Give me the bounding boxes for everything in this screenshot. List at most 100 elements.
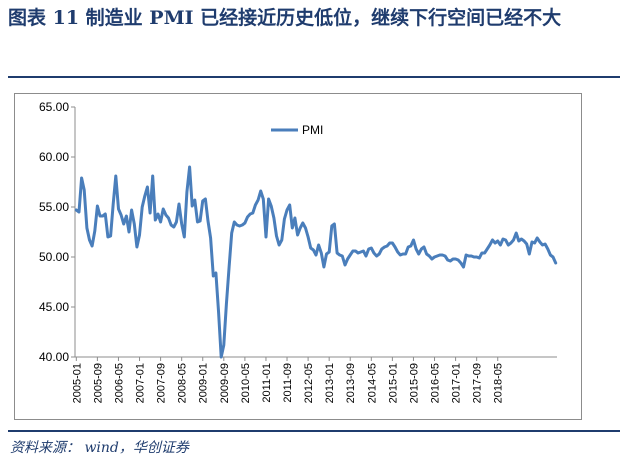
data-point — [555, 262, 557, 264]
data-point — [178, 203, 180, 205]
y-axis: 40.00 45.00 50.00 55.00 60.00 65.00 — [39, 100, 76, 364]
data-point — [260, 190, 262, 192]
data-point — [212, 275, 214, 277]
data-point — [186, 191, 188, 193]
data-point — [354, 250, 357, 252]
data-point — [502, 238, 504, 240]
data-point — [220, 356, 222, 358]
x-tick-label: 2009-09 — [219, 363, 231, 403]
data-point — [512, 239, 515, 241]
data-point — [484, 252, 486, 254]
data-point — [78, 211, 80, 213]
data-point — [462, 266, 465, 268]
data-point — [441, 254, 443, 256]
data-point — [104, 213, 106, 215]
data-point — [294, 217, 296, 219]
data-point — [339, 254, 341, 256]
y-tick-label: 60.00 — [39, 150, 69, 164]
data-point — [439, 254, 441, 256]
title-divider — [8, 76, 620, 78]
data-point — [360, 251, 362, 253]
data-point — [241, 224, 243, 226]
data-point — [165, 214, 167, 216]
y-tick-label: 45.00 — [39, 300, 69, 314]
data-point — [494, 242, 496, 244]
y-tick-label: 65.00 — [39, 100, 69, 114]
data-point — [507, 244, 509, 246]
data-point — [146, 186, 148, 188]
data-point — [444, 255, 446, 257]
data-point — [491, 239, 494, 241]
data-point — [381, 248, 383, 250]
x-tick-label: 2012-05 — [303, 363, 315, 403]
data-point — [331, 225, 333, 227]
data-point — [378, 253, 380, 255]
data-point — [120, 214, 122, 216]
x-tick-label: 2007-01 — [135, 363, 147, 403]
data-point — [541, 244, 544, 246]
data-point — [505, 239, 507, 241]
series-line-pmi — [74, 165, 558, 359]
data-point — [167, 217, 170, 219]
data-point — [91, 245, 93, 247]
data-point — [418, 253, 420, 255]
data-point — [154, 219, 156, 221]
data-point — [402, 253, 404, 255]
data-point — [391, 242, 393, 244]
data-point — [194, 199, 196, 201]
data-point — [399, 254, 401, 256]
data-point — [447, 259, 449, 261]
x-tick-label: 2008-05 — [177, 363, 189, 403]
data-point — [473, 256, 475, 258]
data-point — [397, 251, 399, 253]
x-tick-label: 2016-05 — [430, 363, 442, 403]
data-point — [115, 175, 117, 177]
data-point — [497, 240, 499, 242]
x-tick-label: 2011-01 — [261, 363, 273, 403]
data-point — [215, 272, 217, 274]
x-tick-label: 2013-09 — [345, 363, 357, 403]
data-point — [325, 253, 328, 255]
data-point — [304, 227, 307, 229]
data-point — [196, 221, 199, 223]
data-point — [552, 256, 554, 258]
data-point — [125, 215, 127, 217]
data-point — [299, 227, 301, 229]
data-point — [175, 221, 177, 223]
data-point — [123, 223, 125, 225]
footer-divider — [8, 430, 620, 432]
legend: PMI — [271, 123, 323, 137]
data-point — [307, 236, 309, 238]
data-point — [157, 213, 159, 215]
x-tick-label: 2015-09 — [408, 363, 420, 403]
data-point — [420, 248, 422, 250]
x-axis: 2005-01 2005-09 2006-05 2007-01 2007-09 2008-… — [71, 356, 557, 403]
data-point — [262, 198, 264, 200]
data-point — [428, 255, 430, 257]
data-point — [539, 241, 541, 243]
data-point — [249, 213, 251, 215]
data-point — [239, 225, 241, 227]
data-point — [275, 235, 278, 237]
y-tick-label: 40.00 — [39, 350, 69, 364]
data-point — [315, 254, 317, 256]
data-point — [352, 250, 354, 252]
data-point — [291, 227, 293, 229]
data-point — [389, 242, 391, 244]
data-point — [362, 250, 364, 252]
data-point — [526, 243, 528, 245]
data-point — [231, 232, 233, 234]
data-point — [117, 208, 120, 210]
data-point — [107, 236, 109, 238]
data-point — [83, 189, 85, 191]
x-tick-label: 2009-01 — [198, 363, 210, 403]
x-tick-label: 2005-09 — [92, 363, 104, 403]
data-point — [449, 260, 451, 262]
data-point — [228, 266, 230, 268]
x-tick-label: 2005-01 — [71, 363, 83, 403]
data-point — [162, 208, 164, 210]
data-point — [283, 218, 285, 220]
data-point — [470, 255, 472, 257]
data-point — [336, 252, 338, 254]
data-point — [349, 254, 351, 256]
